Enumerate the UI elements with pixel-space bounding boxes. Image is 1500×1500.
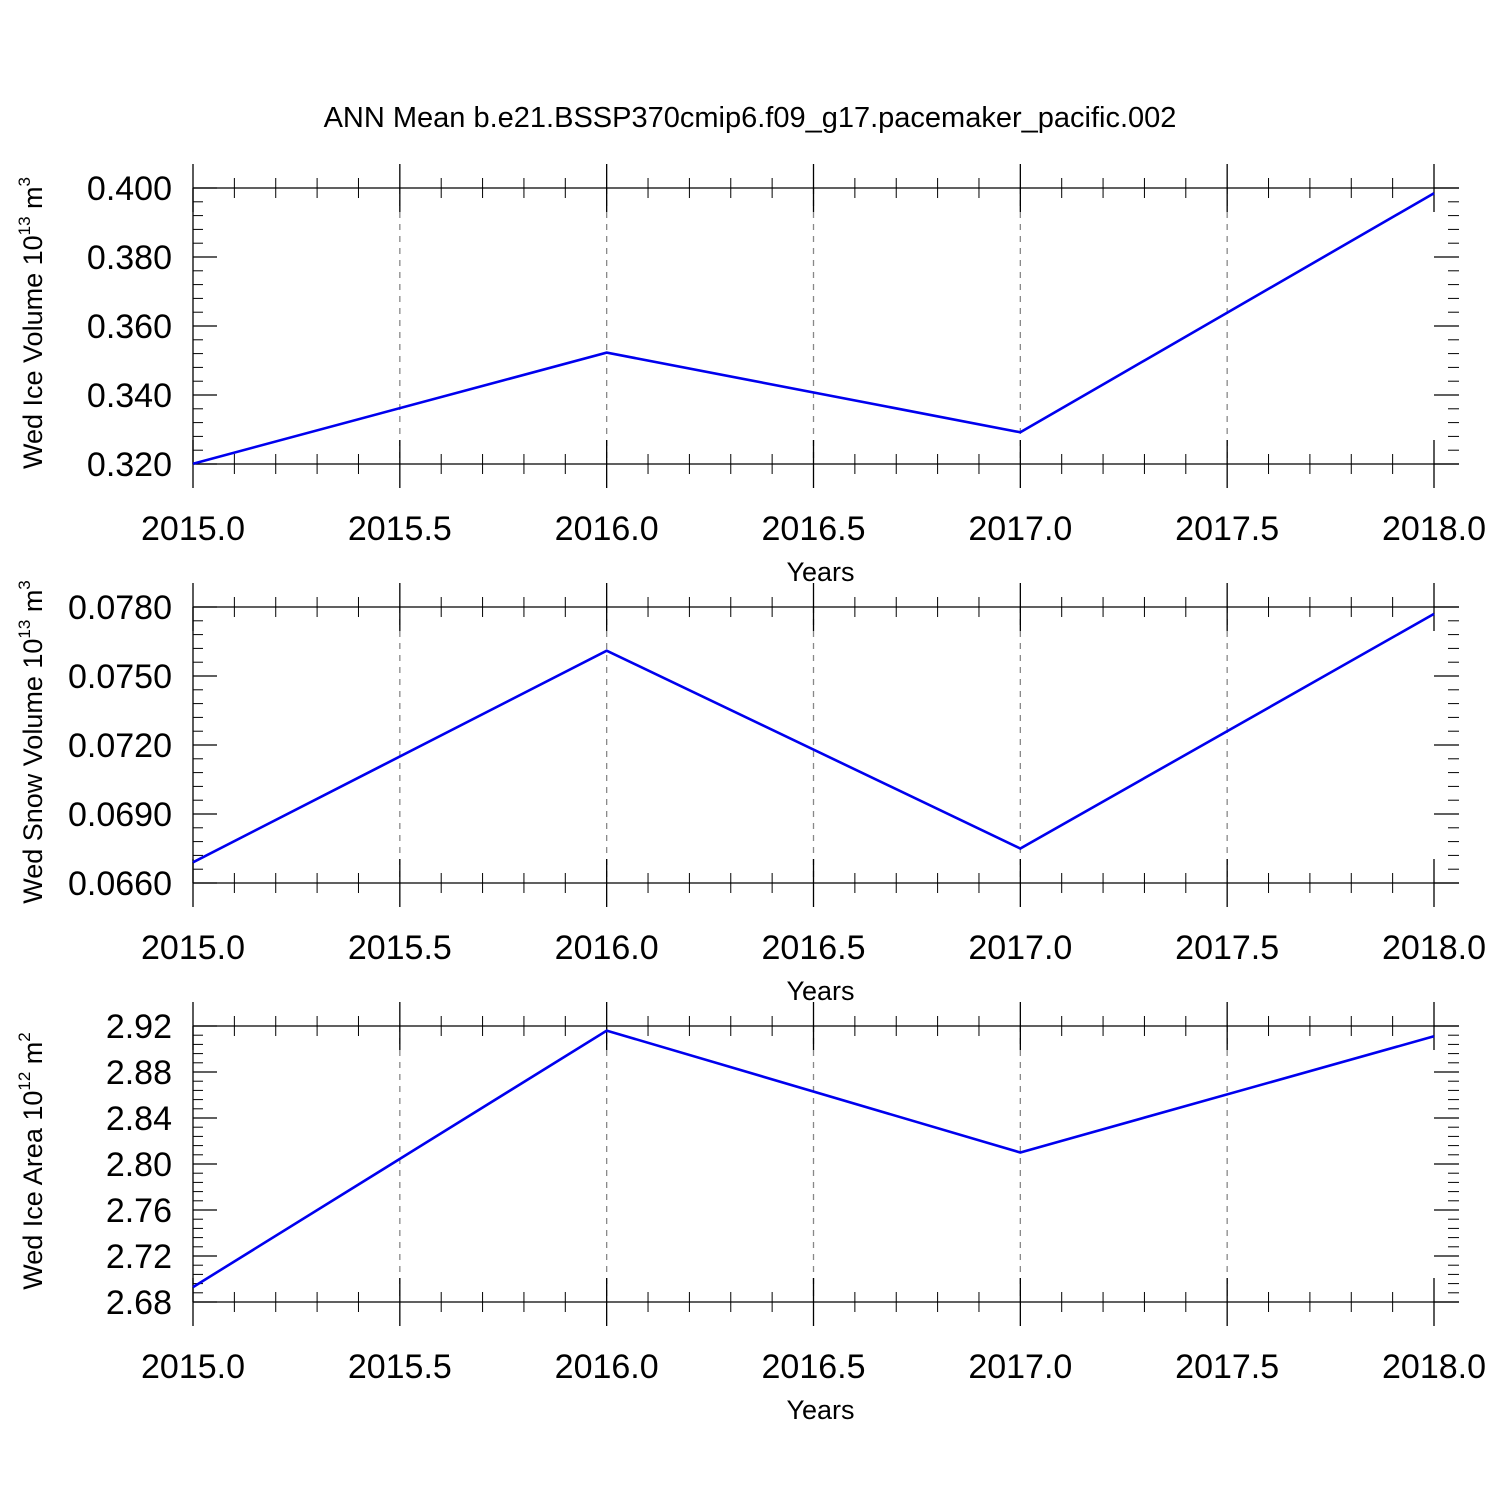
y-tick-label: 2.84 [106,1100,172,1138]
x-tick-label: 2016.5 [762,929,866,967]
x-tick-label: 2016.5 [762,510,866,548]
y-tick-label: 0.0720 [68,727,172,765]
x-tick-label: 2018.0 [1382,929,1486,967]
y-tick-label: 2.88 [106,1054,172,1092]
y-tick-label: 2.76 [106,1192,172,1230]
y-tick-label: 0.400 [87,170,172,208]
figure-title: ANN Mean b.e21.BSSP370cmip6.f09_g17.pace… [324,102,1177,134]
x-axis-label: Years [786,976,854,1006]
x-tick-label: 2017.5 [1175,510,1279,548]
series-line [192,192,1435,465]
y-tick-label: 2.92 [106,1008,172,1046]
x-tick-label: 2015.5 [348,510,452,548]
y-tick-label: 2.80 [106,1146,172,1184]
x-axis-label: Years [786,1395,854,1425]
x-tick-label: 2017.5 [1175,929,1279,967]
y-tick-label: 0.320 [87,446,172,484]
x-tick-label: 2016.0 [555,510,659,548]
y-axis-label: Wed Ice Volume 1013 m3 [15,177,48,469]
series-line [192,1029,1435,1289]
x-axis-label: Years [786,557,854,587]
x-tick-label: 2016.0 [555,929,659,967]
panel-3: 2015.0 2015.5 2016.0 2016.5 2017.0 2017.5 2018… [15,1002,1486,1425]
x-tick-label: 2015.5 [348,1348,452,1386]
x-tick-label: 2015.0 [141,929,245,967]
y-tick-label: 2.68 [106,1284,172,1322]
y-tick-label: 0.0750 [68,658,172,696]
x-tick-label: 2016.0 [555,1348,659,1386]
y-tick-label: 0.0690 [68,796,172,834]
x-tick-label: 2017.0 [968,929,1072,967]
y-tick-label: 0.340 [87,377,172,415]
y-axis-label: Wed Snow Volume 1013 m3 [15,580,48,904]
panel-1: 2015.0 2015.5 2016.0 2016.5 2017.0 2017.5 2018… [15,164,1486,587]
y-tick-label: 0.0660 [68,865,172,903]
panel-2: 2015.0 2015.5 2016.0 2016.5 2017.0 2017.5 2018… [15,580,1486,1006]
y-tick-label: 0.380 [87,239,172,277]
y-tick-label: 2.72 [106,1238,172,1276]
x-tick-label: 2018.0 [1382,510,1486,548]
x-tick-label: 2017.0 [968,510,1072,548]
y-tick-label: 0.0780 [68,589,172,627]
series-line [192,612,1435,864]
x-tick-label: 2015.0 [141,1348,245,1386]
x-tick-label: 2017.0 [968,1348,1072,1386]
panels: 2015.0 2015.5 2016.0 2016.5 2017.0 2017.5 2018… [15,164,1486,1425]
x-tick-label: 2016.5 [762,1348,866,1386]
x-tick-label: 2015.5 [348,929,452,967]
y-tick-label: 0.360 [87,308,172,346]
x-tick-label: 2015.0 [141,510,245,548]
x-tick-label: 2017.5 [1175,1348,1279,1386]
y-axis-label: Wed Ice Area 1012 m2 [15,1032,48,1290]
x-tick-label: 2018.0 [1382,1348,1486,1386]
